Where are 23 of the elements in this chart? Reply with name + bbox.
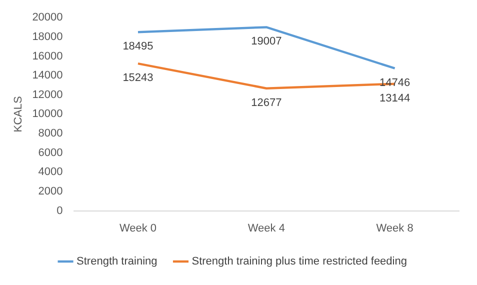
y-tick-label: 14000: [32, 70, 63, 82]
y-tick-label: 16000: [32, 50, 63, 62]
x-tick-label: Week 8: [376, 222, 414, 234]
legend-label: Strength training: [76, 256, 158, 268]
data-label: 14746: [380, 76, 410, 89]
y-tick-label: 4000: [38, 166, 63, 178]
y-tick-label: 20000: [32, 12, 63, 24]
data-label: 18495: [122, 40, 154, 53]
data-label: 13144: [380, 92, 410, 104]
y-tick-label: 6000: [38, 146, 63, 159]
y-tick-label: 2000: [38, 186, 63, 198]
y-tick-label: 12000: [32, 88, 63, 101]
y-tick-label: 0: [56, 204, 63, 217]
y-tick-label: 18000: [32, 30, 63, 43]
legend-label: Strength training plus time restricted feeding: [192, 256, 407, 268]
y-tick-label: 8000: [38, 128, 63, 140]
x-tick-label: Week 0: [119, 222, 157, 234]
data-label: 19007: [251, 36, 282, 48]
y-tick-label: 10000: [32, 108, 63, 120]
y-axis-title: KCALS: [12, 96, 25, 132]
data-label: 15243: [122, 72, 154, 84]
data-label: 12677: [251, 96, 282, 109]
x-tick-label: Week 4: [248, 222, 285, 234]
